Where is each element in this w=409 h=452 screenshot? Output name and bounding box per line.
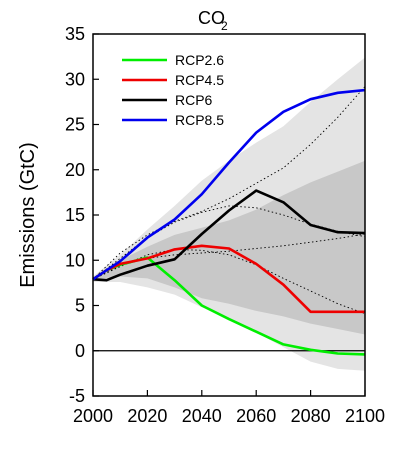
legend-label-rcp6: RCP6 [175,92,213,108]
series-line-rcp85 [92,88,366,281]
series-line-rcp6 [92,189,366,282]
x-tick-label: 2080 [291,406,331,426]
uncertainty-bands [93,57,365,371]
legend-label-rcp45: RCP4.5 [175,72,224,88]
y-tick-label: 25 [65,115,85,135]
legend: RCP2.6 RCP4.5 RCP6 RCP8.5 [122,52,224,128]
y-tick-label: 30 [65,69,85,89]
y-axis-ticks: -5 0 5 10 15 20 25 30 35 [65,24,99,406]
x-axis-ticks: 2000 2020 2040 2060 2080 2100 [73,390,385,426]
series-line-rcp45 [92,244,365,314]
series-lines [92,88,366,356]
x-tick-label: 2020 [127,406,167,426]
y-tick-label: 20 [65,160,85,180]
chart-title: CO 2 [198,8,228,33]
legend-label-rcp26: RCP2.6 [175,52,224,68]
x-tick-label: 2040 [182,406,222,426]
chart-title-subscript: 2 [221,19,228,33]
legend-label-rcp85: RCP8.5 [175,112,224,128]
x-tick-label: 2060 [236,406,276,426]
y-axis-label: Emissions (GtC) [17,142,39,288]
y-tick-label: 10 [65,250,85,270]
chart-title-main: CO [198,8,225,28]
x-tick-label: 2100 [345,406,385,426]
y-tick-label: -5 [69,386,85,406]
y-tick-label: 15 [65,205,85,225]
x-tick-label: 2000 [73,406,113,426]
y-tick-label: 0 [75,341,85,361]
y-tick-label: 5 [75,296,85,316]
y-tick-label: 35 [65,24,85,44]
